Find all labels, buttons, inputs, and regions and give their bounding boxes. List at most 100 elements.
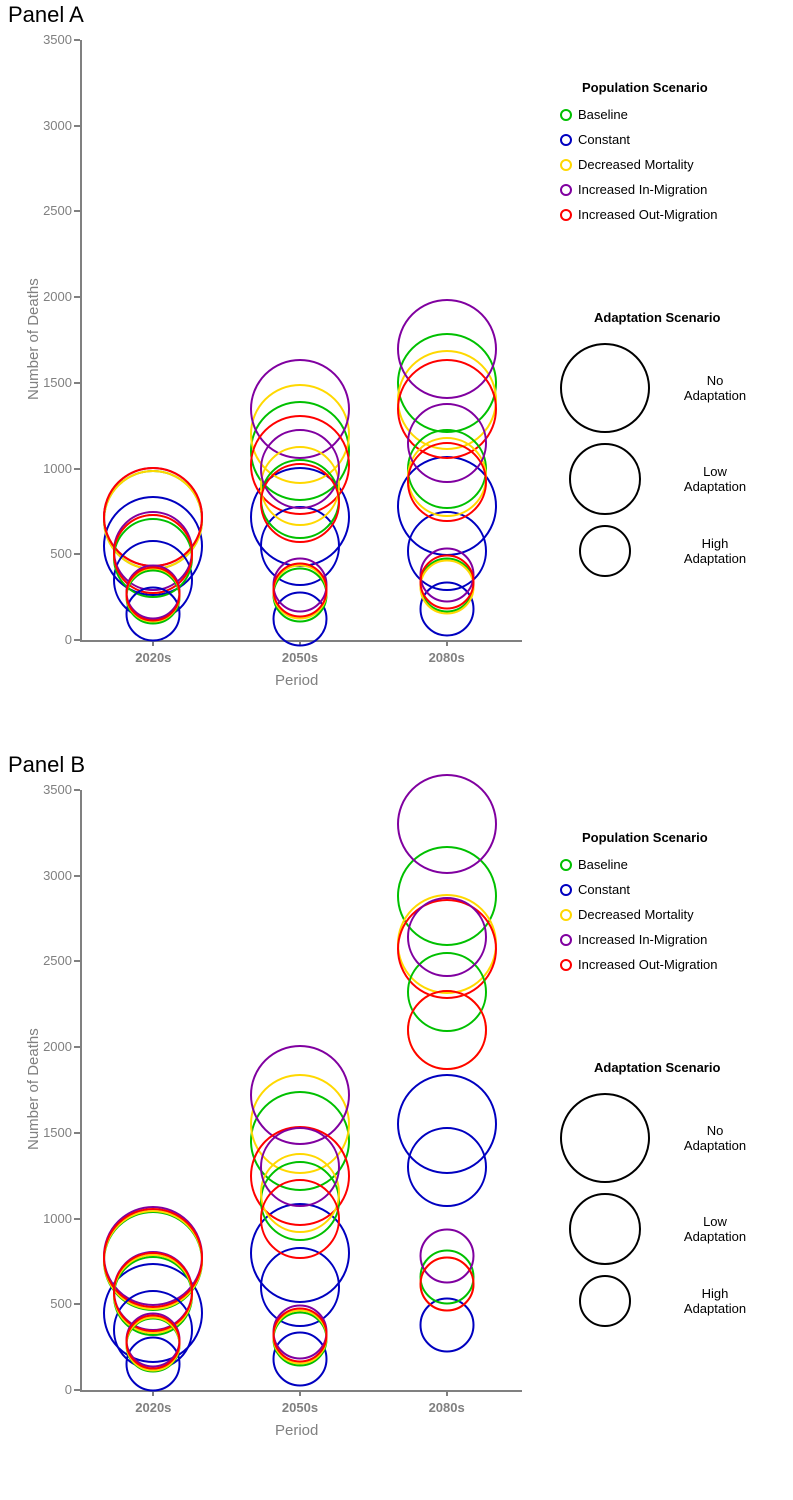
y-tick-mark <box>74 639 80 641</box>
adaptation-size-icon <box>579 525 631 577</box>
adaptation-legend-label: NoAdaptation <box>670 1123 760 1153</box>
y-tick-label: 2500 <box>32 203 72 218</box>
y-axis-label: Number of Deaths <box>25 1028 42 1150</box>
x-tick-mark <box>299 1390 301 1396</box>
y-tick-label: 3500 <box>32 32 72 47</box>
x-tick-mark <box>446 640 448 646</box>
legend-marker-icon <box>560 934 572 946</box>
y-tick-mark <box>74 875 80 877</box>
x-tick-label: 2020s <box>123 650 183 665</box>
population-legend: Population Scenario Baseline Constant Decre… <box>560 830 717 982</box>
adaptation-size-icon <box>569 443 641 515</box>
bubble-marker <box>419 554 474 609</box>
legend-label: Increased Out-Migration <box>578 207 717 222</box>
bubble-marker <box>126 566 181 621</box>
adaptation-legend-label: NoAdaptation <box>670 373 760 403</box>
legend-item: Increased In-Migration <box>560 182 717 197</box>
y-tick-mark <box>74 960 80 962</box>
y-tick-label: 3000 <box>32 868 72 883</box>
adaptation-size-icon <box>579 1275 631 1327</box>
bubble-marker <box>273 1308 328 1363</box>
adaptation-legend-title: Adaptation Scenario <box>594 1060 760 1075</box>
adaptation-size-icon <box>569 1193 641 1265</box>
bubble-marker <box>407 1127 487 1207</box>
x-tick-label: 2080s <box>417 1400 477 1415</box>
y-tick-mark <box>74 296 80 298</box>
legend-marker-icon <box>560 909 572 921</box>
legend-label: Baseline <box>578 857 628 872</box>
x-tick-label: 2020s <box>123 1400 183 1415</box>
bubble-marker <box>126 1315 181 1370</box>
legend-label: Baseline <box>578 107 628 122</box>
legend-marker-icon <box>560 134 572 146</box>
legend-label: Decreased Mortality <box>578 157 694 172</box>
y-tick-mark <box>74 1389 80 1391</box>
bubble-marker <box>260 1179 340 1259</box>
bubble-marker <box>407 897 487 977</box>
adaptation-legend-item: NoAdaptation <box>560 343 760 433</box>
population-legend-title: Population Scenario <box>582 830 717 845</box>
y-tick-mark <box>74 553 80 555</box>
adaptation-legend: Adaptation Scenario NoAdaptation LowAdapta… <box>560 310 760 587</box>
y-tick-mark <box>74 789 80 791</box>
legend-label: Constant <box>578 132 630 147</box>
y-tick-label: 0 <box>32 632 72 647</box>
population-legend: Population ScenarioBaselineConstantDecre… <box>560 80 717 232</box>
adaptation-legend-label: LowAdaptation <box>670 464 760 494</box>
adaptation-size-icon <box>560 1093 650 1183</box>
y-axis-label: Number of Deaths <box>25 278 42 400</box>
legend-label: Constant <box>578 882 630 897</box>
legend-item: Increased In-Migration <box>560 932 717 947</box>
y-tick-label: 2500 <box>32 953 72 968</box>
adaptation-legend-label: LowAdaptation <box>670 1214 760 1244</box>
adaptation-legend-item: HighAdaptation <box>560 525 760 577</box>
y-tick-label: 3500 <box>32 782 72 797</box>
x-tick-mark <box>446 1390 448 1396</box>
y-tick-label: 0 <box>32 1382 72 1397</box>
x-axis-label: Period <box>275 1422 318 1439</box>
legend-item: Decreased Mortality <box>560 907 717 922</box>
adaptation-legend-label: HighAdaptation <box>670 1286 760 1316</box>
legend-item: Decreased Mortality <box>560 157 717 172</box>
legend-marker-icon <box>560 859 572 871</box>
y-tick-mark <box>74 1303 80 1305</box>
y-tick-mark <box>74 1218 80 1220</box>
y-tick-label: 1000 <box>32 1211 72 1226</box>
legend-label: Decreased Mortality <box>578 907 694 922</box>
bubble-marker <box>419 1256 474 1311</box>
adaptation-legend: Adaptation Scenario NoAdaptation LowAdapta… <box>560 1060 760 1337</box>
bubble-marker <box>260 463 340 543</box>
legend-item: Baseline <box>560 107 717 122</box>
adaptation-legend-label: HighAdaptation <box>670 536 760 566</box>
y-tick-mark <box>74 382 80 384</box>
x-tick-label: 2080s <box>417 650 477 665</box>
y-tick-label: 500 <box>32 1296 72 1311</box>
legend-marker-icon <box>560 109 572 121</box>
adaptation-legend-item: LowAdaptation <box>560 1193 760 1265</box>
y-tick-mark <box>74 468 80 470</box>
y-tick-mark <box>74 125 80 127</box>
y-tick-mark <box>74 1046 80 1048</box>
adaptation-legend-item: LowAdaptation <box>560 443 760 515</box>
bubble-marker <box>397 774 497 874</box>
x-tick-label: 2050s <box>270 1400 330 1415</box>
legend-item: Baseline <box>560 857 717 872</box>
adaptation-legend-title: Adaptation Scenario <box>594 310 760 325</box>
legend-item: Constant <box>560 132 717 147</box>
legend-item: Increased Out-Migration <box>560 957 717 972</box>
y-tick-label: 1000 <box>32 461 72 476</box>
bubble-marker <box>407 990 487 1070</box>
adaptation-legend-item: HighAdaptation <box>560 1275 760 1327</box>
y-tick-mark <box>74 210 80 212</box>
legend-marker-icon <box>560 959 572 971</box>
y-tick-mark <box>74 1132 80 1134</box>
adaptation-size-icon <box>560 343 650 433</box>
legend-label: Increased Out-Migration <box>578 957 717 972</box>
bubble-marker <box>407 442 487 522</box>
legend-item: Increased Out-Migration <box>560 207 717 222</box>
y-tick-label: 500 <box>32 546 72 561</box>
legend-item: Constant <box>560 882 717 897</box>
legend-label: Increased In-Migration <box>578 932 707 947</box>
legend-label: Increased In-Migration <box>578 182 707 197</box>
panel-title: Panel A <box>8 2 84 28</box>
